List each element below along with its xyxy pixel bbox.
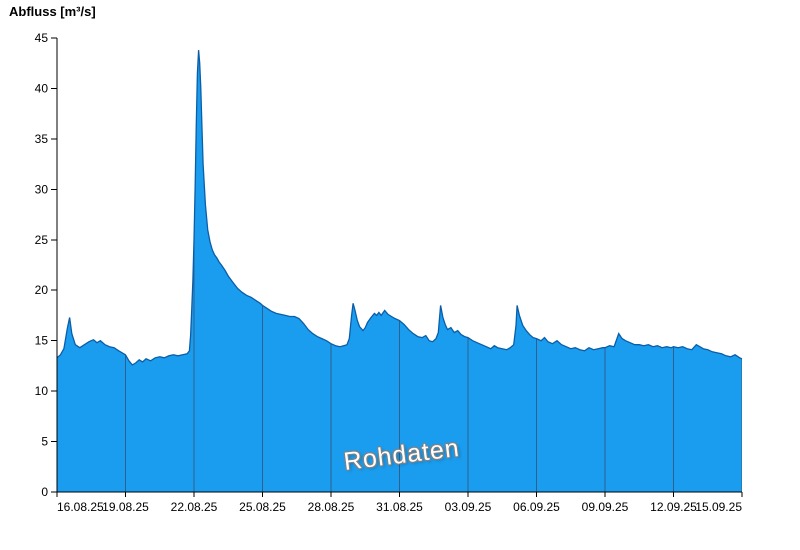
x-tick-label: 15.09.25	[695, 500, 742, 514]
y-tick-label: 10	[35, 384, 49, 398]
y-tick-label: 5	[41, 435, 48, 449]
y-tick-label: 25	[35, 233, 49, 247]
x-tick-label: 12.09.25	[650, 500, 697, 514]
y-tick-label: 15	[35, 334, 49, 348]
x-tick-label: 09.09.25	[582, 500, 629, 514]
x-tick-label: 25.08.25	[239, 500, 286, 514]
y-tick-label: 30	[35, 182, 49, 196]
x-tick-label: 31.08.25	[376, 500, 423, 514]
y-tick-label: 35	[35, 132, 49, 146]
x-tick-label: 22.08.25	[171, 500, 218, 514]
discharge-line	[56, 50, 743, 366]
x-tick-label: 16.08.25	[57, 500, 104, 514]
x-tick-label: 06.09.25	[513, 500, 560, 514]
x-tick-label: 19.08.25	[102, 500, 149, 514]
discharge-area	[57, 50, 742, 492]
y-tick-label: 0	[41, 485, 48, 499]
y-tick-label: 45	[35, 31, 49, 45]
y-axis-title: Abfluss [m³/s]	[9, 4, 96, 19]
x-tick-label: 03.09.25	[445, 500, 492, 514]
y-tick-label: 20	[35, 283, 49, 297]
y-tick-label: 40	[35, 81, 49, 95]
x-tick-label: 28.08.25	[308, 500, 355, 514]
